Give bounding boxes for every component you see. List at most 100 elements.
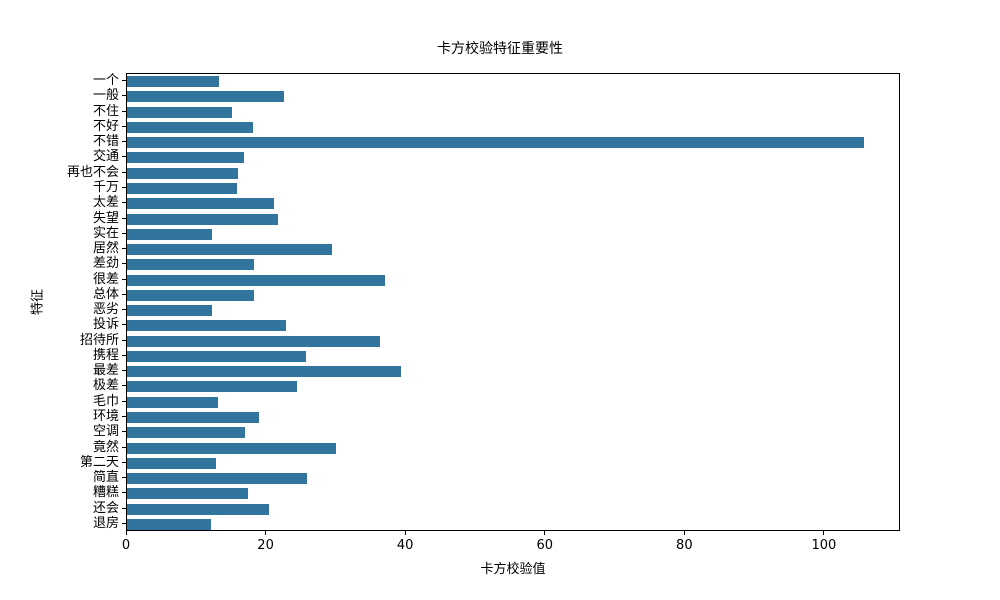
- bar-实在: [127, 228, 213, 240]
- y-tick-mark: [122, 339, 126, 341]
- y-tick-label: 退房: [92, 515, 119, 531]
- y-tick-mark: [122, 522, 126, 524]
- y-tick-label: 一般: [92, 88, 119, 104]
- y-tick-mark: [122, 263, 126, 265]
- bar-简直: [127, 473, 308, 485]
- y-tick-mark: [122, 416, 126, 417]
- bar-竟然: [127, 442, 337, 454]
- bar-失望: [127, 213, 279, 225]
- y-tick-label: 再也不会: [66, 164, 119, 180]
- y-axis-label: 特征: [30, 288, 46, 316]
- y-tick-mark: [122, 370, 126, 372]
- y-tick-mark: [122, 507, 126, 509]
- y-tick-label: 失望: [92, 210, 119, 226]
- y-tick-label: 毛巾: [92, 393, 119, 409]
- y-tick-label: 很差: [92, 271, 119, 287]
- y-tick-label: 居然: [92, 241, 119, 257]
- bar-千万: [127, 183, 238, 194]
- y-tick-label: 实在: [92, 225, 119, 241]
- y-tick-mark: [122, 293, 126, 295]
- y-tick-mark: [122, 125, 126, 127]
- y-tick-label: 总体: [92, 286, 119, 302]
- chart-title: 卡方校验特征重要性: [437, 41, 563, 57]
- y-tick-mark: [122, 156, 126, 158]
- bar-恶劣: [127, 305, 213, 317]
- x-tick-label: 20: [257, 538, 274, 553]
- y-tick-label: 携程: [92, 347, 119, 363]
- bar-毛巾: [127, 396, 218, 408]
- y-tick-mark: [122, 385, 126, 387]
- y-tick-label: 糟糕: [92, 485, 119, 501]
- y-tick-mark: [122, 492, 126, 494]
- y-tick-label: 极差: [92, 378, 119, 394]
- y-tick-mark: [122, 324, 126, 326]
- bar-差劲: [127, 259, 255, 271]
- bar-糟糕: [127, 488, 249, 500]
- x-tick-mark: [823, 531, 825, 535]
- bar-太差: [127, 198, 275, 210]
- y-tick-mark: [122, 141, 126, 143]
- y-tick-mark: [122, 202, 126, 204]
- y-tick-label: 还会: [92, 500, 119, 516]
- y-tick-label: 恶劣: [92, 302, 119, 318]
- y-tick-mark: [122, 431, 126, 433]
- bar-最差: [127, 366, 401, 378]
- x-tick-label: 40: [396, 538, 414, 553]
- y-tick-mark: [122, 110, 126, 112]
- x-tick-label: 100: [811, 538, 837, 553]
- x-tick-mark: [544, 531, 546, 535]
- y-tick-label: 不错: [92, 134, 119, 150]
- bar-空调: [127, 427, 245, 439]
- y-tick-mark: [122, 217, 126, 219]
- bar-居然: [127, 244, 333, 256]
- x-tick-label: 0: [121, 538, 131, 553]
- y-tick-mark: [122, 95, 126, 97]
- y-tick-mark: [122, 446, 126, 448]
- y-tick-mark: [122, 354, 126, 356]
- y-tick-mark: [122, 171, 126, 173]
- y-tick-label: 竟然: [92, 439, 119, 455]
- bar-很差: [127, 274, 386, 286]
- y-tick-mark: [122, 309, 126, 311]
- y-tick-mark: [122, 477, 126, 479]
- bar-交通: [127, 152, 245, 164]
- bar-投诉: [127, 320, 287, 332]
- y-tick-label: 最差: [92, 363, 119, 379]
- plot-area: [126, 73, 900, 531]
- y-tick-label: 投诉: [92, 317, 119, 333]
- y-tick-mark: [122, 248, 126, 250]
- y-tick-mark: [122, 187, 126, 188]
- bar-携程: [127, 350, 307, 362]
- bar-退房: [127, 518, 212, 530]
- bar-不住: [127, 106, 233, 118]
- y-tick-mark: [122, 461, 126, 463]
- y-tick-label: 第二天: [79, 454, 119, 470]
- y-tick-label: 差劲: [92, 256, 119, 272]
- bar-再也不会: [127, 167, 238, 179]
- x-tick-mark: [683, 531, 685, 535]
- bar-不好: [127, 121, 254, 133]
- bar-一个: [127, 76, 220, 88]
- y-tick-label: 一个: [92, 73, 119, 89]
- bar-第二天: [127, 457, 217, 469]
- x-tick-label: 60: [536, 538, 554, 553]
- x-tick-mark: [404, 531, 406, 535]
- x-tick-mark: [265, 531, 267, 535]
- y-tick-label: 交通: [92, 149, 119, 165]
- y-tick-mark: [122, 232, 126, 234]
- y-tick-label: 简直: [92, 470, 119, 486]
- y-tick-label: 千万: [92, 180, 119, 195]
- bar-一般: [127, 91, 285, 103]
- bar-总体: [127, 289, 255, 301]
- bar-还会: [127, 503, 270, 515]
- bar-不错: [127, 137, 864, 149]
- y-tick-label: 招待所: [79, 332, 119, 348]
- y-tick-label: 不好: [92, 118, 119, 134]
- bar-招待所: [127, 335, 381, 347]
- y-tick-mark: [122, 400, 126, 402]
- x-axis-label: 卡方校验值: [480, 562, 546, 577]
- y-tick-label: 太差: [92, 195, 119, 211]
- y-tick-label: 空调: [92, 424, 119, 440]
- x-tick-label: 80: [676, 538, 693, 553]
